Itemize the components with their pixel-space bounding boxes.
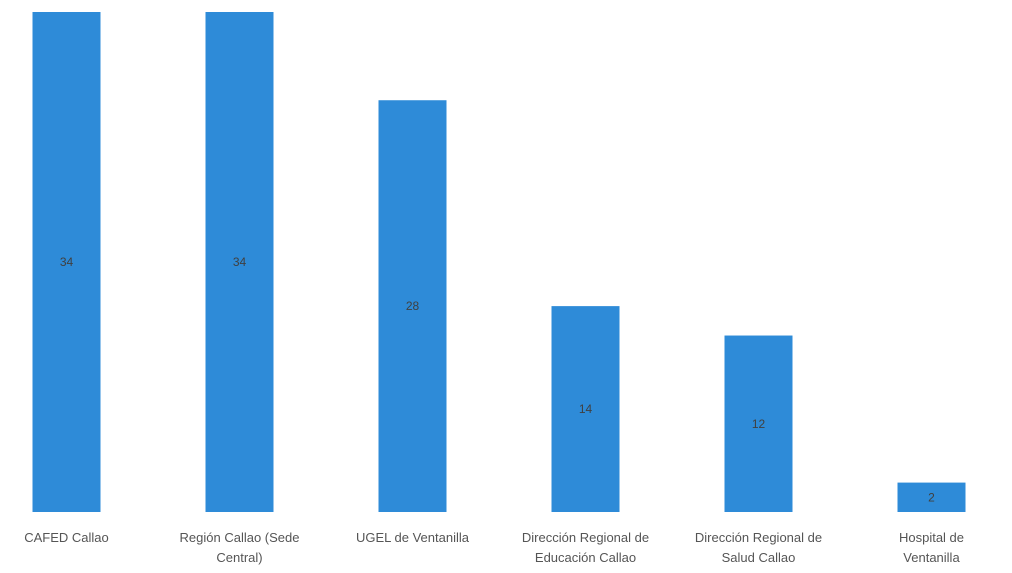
category-label-5: Hospital de Ventanilla — [899, 530, 964, 565]
value-label-3: 14 — [579, 402, 593, 416]
value-label-4: 12 — [752, 417, 766, 431]
category-label-2: UGEL de Ventanilla — [356, 530, 470, 545]
bar-0 — [32, 12, 101, 512]
value-label-2: 28 — [406, 299, 420, 313]
value-label-5: 2 — [928, 490, 935, 504]
value-labels-group: 34 34 28 14 12 2 — [60, 255, 935, 504]
value-label-0: 34 — [60, 255, 74, 269]
category-labels-group: CAFED Callao Región Callao (Sede Central) U… — [24, 530, 964, 565]
bar-5 — [897, 482, 966, 512]
bar-4 — [724, 335, 793, 512]
value-label-1: 34 — [233, 255, 247, 269]
category-label-4: Dirección Regional de Salud Callao — [695, 530, 822, 565]
category-label-3: Dirección Regional de Educación Callao — [522, 530, 649, 565]
category-label-0: CAFED Callao — [24, 530, 109, 545]
bar-2 — [378, 100, 447, 512]
bar-3 — [551, 306, 620, 512]
bars-group — [32, 12, 966, 512]
bar-1 — [205, 12, 274, 512]
category-label-1: Región Callao (Sede Central) — [180, 530, 300, 565]
